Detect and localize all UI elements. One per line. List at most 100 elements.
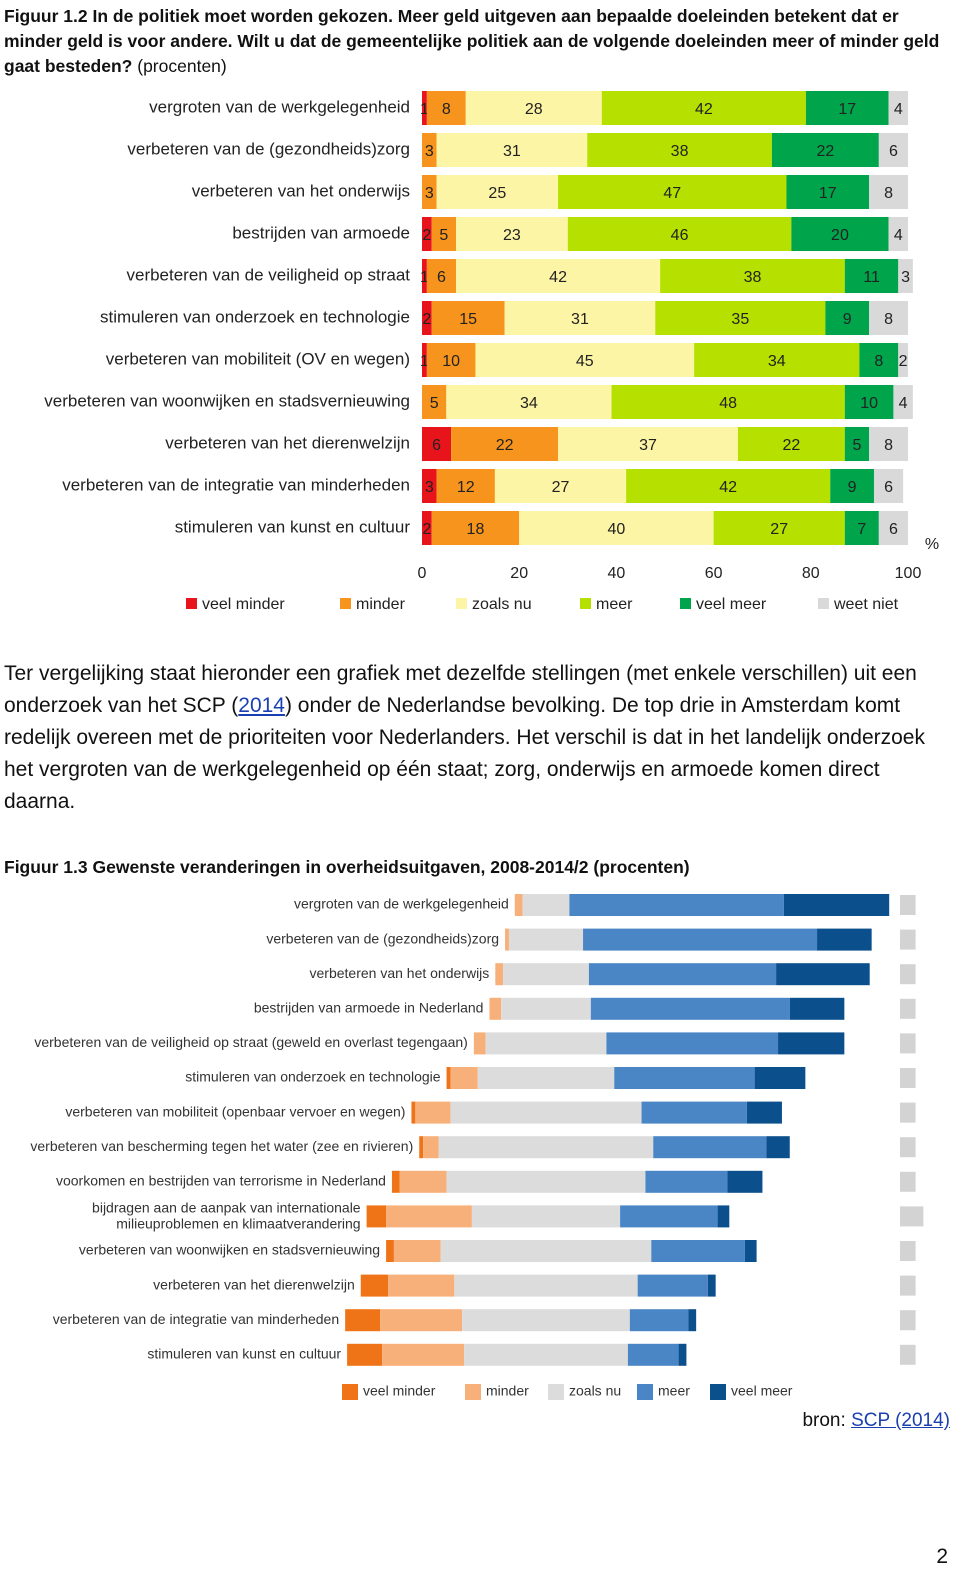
- bar-segment: [627, 1343, 679, 1366]
- bar-segment: [436, 175, 559, 209]
- value-label: 27: [770, 521, 788, 538]
- unlabeled-square: [900, 998, 916, 1019]
- source-link[interactable]: SCP (2014): [851, 1410, 950, 1431]
- value-label: 47: [663, 185, 681, 202]
- category-label: verbeteren van mobiliteit (OV en wegen): [106, 349, 410, 368]
- bar-segment: [869, 301, 908, 335]
- legend-swatch: [680, 598, 691, 609]
- legend-label: weet niet: [833, 596, 899, 613]
- category-label: verbeteren van het dierenwelzijn: [165, 433, 410, 452]
- value-label: 17: [838, 101, 856, 118]
- value-label: 20: [831, 227, 849, 244]
- bar-segment: [825, 301, 870, 335]
- bar-segment: [423, 1136, 439, 1159]
- bar-segment: [588, 963, 777, 986]
- bar-segment: [501, 997, 591, 1020]
- value-label: 38: [671, 143, 689, 160]
- bar-segment: [873, 469, 904, 503]
- bar-segment: [791, 217, 889, 251]
- category-label: bestrijden van armoede in Nederland: [254, 1000, 484, 1016]
- value-label: 45: [576, 353, 594, 370]
- bar-segment: [431, 511, 520, 545]
- category-label: verbeteren van het onderwijs: [192, 181, 410, 200]
- bar-segment: [446, 1170, 646, 1193]
- category-label: bestrijden van armoede: [232, 223, 410, 242]
- value-label: 37: [639, 437, 657, 454]
- unlabeled-square: [900, 1033, 916, 1054]
- value-label: 22: [496, 437, 514, 454]
- bar-segment: [485, 1032, 607, 1055]
- category-label: verbeteren van de integratie van minderh…: [53, 1311, 339, 1327]
- value-label: 5: [439, 227, 448, 244]
- bar-segment: [737, 427, 845, 461]
- bar-segment: [422, 301, 432, 335]
- figure-caption: Figuur 1.2 In de politiek moet worden ge…: [4, 4, 949, 79]
- legend-swatch: [548, 1384, 564, 1400]
- bar-segment: [558, 175, 787, 209]
- bar-segment: [776, 963, 870, 986]
- bar-segment: [431, 301, 505, 335]
- unlabeled-square: [900, 1344, 916, 1365]
- legend-label: veel meer: [731, 1383, 793, 1399]
- bar-segment: [422, 91, 427, 125]
- category-label: verbeteren van de integratie van minderh…: [62, 475, 410, 494]
- figure-caption: Figuur 1.3 Gewenste veranderingen in ove…: [4, 857, 690, 877]
- value-label: 1: [420, 101, 429, 118]
- bar-segment: [450, 1101, 642, 1124]
- source: bron: SCP (2014): [802, 1410, 950, 1432]
- category-label: verbeteren van bescherming tegen het wat…: [30, 1138, 413, 1154]
- bar-segment: [651, 1240, 745, 1262]
- value-label: 1: [420, 269, 429, 286]
- category-label: verbeteren van het dierenwelzijn: [153, 1276, 355, 1292]
- bar-segment: [614, 1067, 755, 1089]
- bar-segment: [626, 469, 831, 503]
- bar-segment: [717, 1205, 730, 1228]
- category-label: verbeteren van woonwijken en stadsvernie…: [79, 1242, 380, 1258]
- bar-segment: [440, 1240, 652, 1262]
- link[interactable]: 2014: [238, 694, 285, 717]
- bar-segment: [388, 1274, 455, 1297]
- bar-segment: [514, 894, 523, 916]
- bar-segment: [422, 343, 427, 377]
- value-label: 31: [503, 143, 521, 160]
- unlabeled-square: [900, 1137, 916, 1158]
- bar-segment: [898, 259, 913, 293]
- unlabeled-square: [900, 1206, 924, 1227]
- value-label: 4: [899, 395, 908, 412]
- text: Ter vergelijking staat hieronder een gra…: [4, 662, 917, 717]
- bar-segment: [422, 259, 427, 293]
- value-label: 11: [863, 269, 880, 286]
- bar-segment: [869, 427, 908, 461]
- bar-segment: [583, 928, 818, 951]
- bar-segment: [505, 928, 509, 951]
- legend-swatch: [818, 598, 829, 609]
- bar-segment: [606, 1032, 779, 1055]
- x-tick-label: 0: [418, 565, 427, 582]
- bar-segment: [771, 133, 879, 167]
- bar-segment: [382, 1343, 465, 1366]
- bar-segment: [888, 217, 908, 251]
- value-label: 2: [422, 311, 431, 328]
- bar-segment: [465, 91, 602, 125]
- legend-label: meer: [658, 1383, 690, 1399]
- value-label: 22: [782, 437, 800, 454]
- legend-label: veel minder: [363, 1383, 436, 1399]
- value-label: 34: [768, 353, 786, 370]
- x-tick-label: 80: [802, 565, 820, 582]
- value-label: 4: [894, 227, 903, 244]
- bar-segment: [475, 343, 695, 377]
- value-label: 2: [422, 521, 431, 538]
- legend-label: minder: [356, 596, 406, 613]
- bar-segment: [746, 1101, 782, 1124]
- bar-segment: [380, 1309, 463, 1332]
- bar-segment: [660, 259, 845, 293]
- bar-segment: [844, 259, 899, 293]
- value-label: 7: [857, 521, 866, 538]
- bar-segment: [431, 217, 457, 251]
- x-tick-label: 100: [895, 565, 922, 582]
- bar-segment: [494, 469, 627, 503]
- bar-segment: [878, 511, 908, 545]
- value-label: 3: [425, 143, 434, 160]
- category-label: stimuleren van onderzoek en technologie: [100, 307, 410, 326]
